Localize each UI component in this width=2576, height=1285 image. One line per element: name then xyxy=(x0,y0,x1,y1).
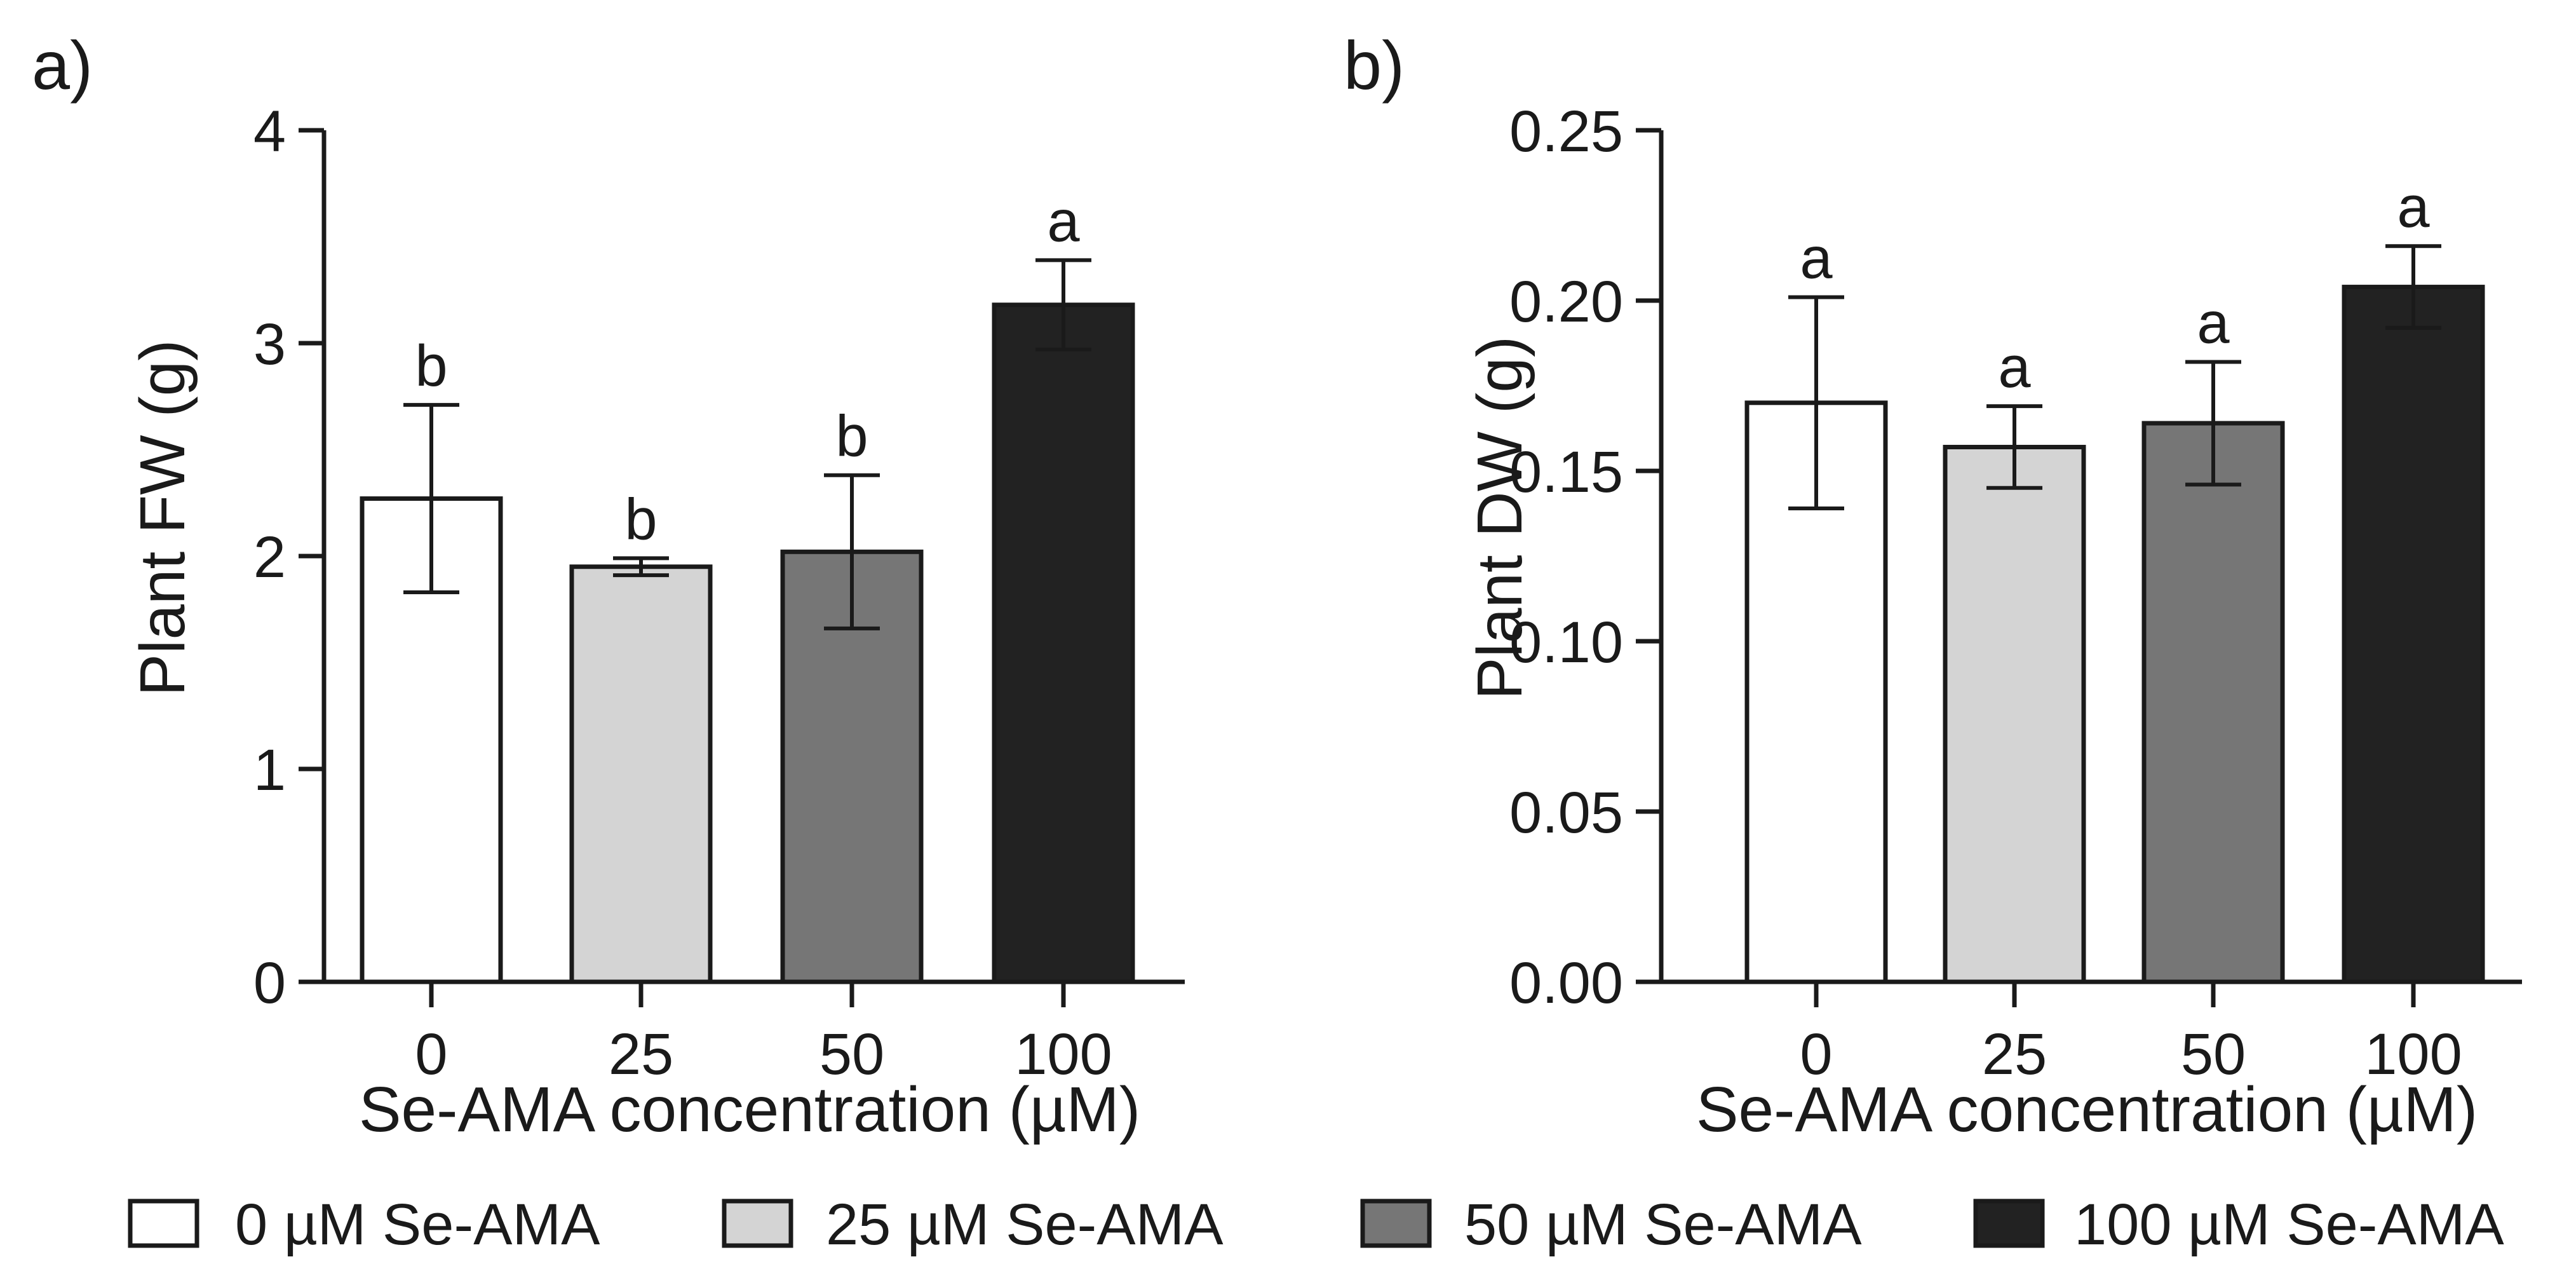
y-tick-label: 3 xyxy=(253,312,286,377)
legend-label: 50 µM Se-AMA xyxy=(1464,1192,1862,1257)
panel-b-significance: a a a a xyxy=(1800,175,2430,400)
x-tick-label: 0 xyxy=(415,1022,447,1087)
x-tick-label: 50 xyxy=(2181,1022,2246,1087)
panel-a-label: a) xyxy=(32,27,93,104)
panel-b-xlabel: Se-AMA concentration (µM) xyxy=(1696,1074,2478,1145)
bar xyxy=(992,303,1135,984)
legend-swatch xyxy=(1973,1199,2045,1248)
x-tick-label: 50 xyxy=(819,1022,884,1087)
panel-a-xlabel: Se-AMA concentration (µM) xyxy=(359,1074,1140,1145)
y-tick-label: 0.20 xyxy=(1509,269,1623,334)
panel-b-label: b) xyxy=(1344,27,1405,104)
legend-swatch xyxy=(128,1199,199,1248)
bar xyxy=(569,564,713,984)
panel-b-x-ticks: 0 25 50 100 xyxy=(1800,1022,2462,1087)
legend-swatch xyxy=(722,1199,793,1248)
significance-letter: b xyxy=(415,334,447,398)
panel-a-significance: b b b a xyxy=(415,189,1080,552)
panel-b-ylabel: Plant DW (g) xyxy=(1464,336,1535,700)
y-tick-label: 0.15 xyxy=(1509,440,1623,505)
panel-a-bars xyxy=(299,128,1185,1007)
x-tick-label: 100 xyxy=(2364,1022,2462,1087)
legend-label: 0 µM Se-AMA xyxy=(235,1192,600,1257)
y-tick-label: 0.05 xyxy=(1509,780,1623,845)
significance-letter: b xyxy=(624,487,657,552)
bar xyxy=(2141,421,2285,984)
x-tick-label: 25 xyxy=(1982,1022,2047,1087)
significance-letter: a xyxy=(1998,335,2031,400)
y-tick-label: 4 xyxy=(253,99,286,164)
significance-letter: a xyxy=(2397,175,2430,240)
y-tick-label: 0.25 xyxy=(1509,99,1623,164)
bar xyxy=(1943,444,2086,984)
panel-b: b) Plant DW (g) 0.00 0.05 0.10 0.15 0.20… xyxy=(1344,27,2522,1145)
panel-b-bars xyxy=(1636,128,2522,1007)
panel-a-x-ticks: 0 25 50 100 xyxy=(415,1022,1112,1087)
y-tick-label: 0.00 xyxy=(1509,951,1623,1016)
significance-letter: b xyxy=(835,404,868,469)
y-tick-label: 0 xyxy=(253,951,286,1016)
y-tick-label: 2 xyxy=(253,525,286,590)
x-tick-label: 0 xyxy=(1800,1022,1832,1087)
x-tick-label: 25 xyxy=(609,1022,673,1087)
x-tick-label: 100 xyxy=(1015,1022,1112,1087)
significance-letter: a xyxy=(1047,189,1080,254)
legend: 0 µM Se-AMA 25 µM Se-AMA 50 µM Se-AMA 10… xyxy=(128,1192,2504,1257)
panel-a-ylabel: Plant FW (g) xyxy=(127,339,198,696)
panel-a: a) Plant FW (g) 0 1 2 3 4 0 25 50 100 b … xyxy=(32,27,1185,1145)
panel-a-y-ticks: 0 1 2 3 4 xyxy=(253,99,286,1016)
significance-letter: a xyxy=(1800,226,1833,291)
significance-letter: a xyxy=(2197,290,2230,355)
y-tick-label: 0.10 xyxy=(1509,610,1623,675)
bar xyxy=(2342,285,2485,984)
legend-swatch xyxy=(1360,1199,1432,1248)
y-tick-label: 1 xyxy=(253,738,286,803)
legend-label: 100 µM Se-AMA xyxy=(2074,1192,2504,1257)
legend-label: 25 µM Se-AMA xyxy=(826,1192,1224,1257)
panel-b-y-ticks: 0.00 0.05 0.10 0.15 0.20 0.25 xyxy=(1509,99,1623,1016)
